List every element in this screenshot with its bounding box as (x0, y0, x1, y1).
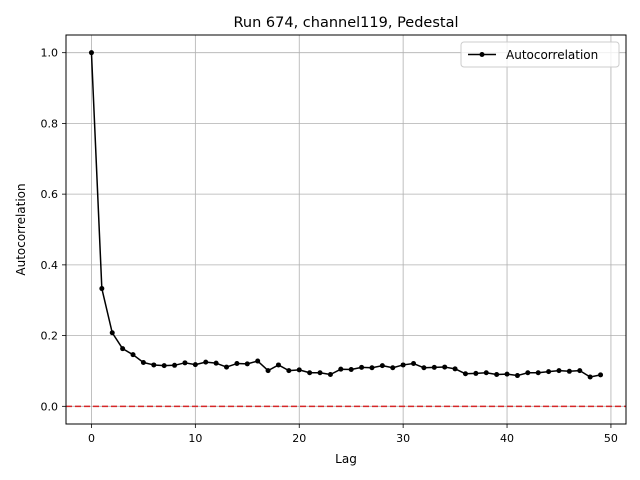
y-tick-label: 0.2 (41, 330, 59, 343)
data-point (307, 370, 313, 376)
data-point (577, 368, 583, 374)
data-point (234, 361, 240, 367)
data-point (203, 359, 209, 365)
data-point (514, 373, 520, 379)
data-point (442, 364, 448, 370)
data-point (140, 359, 146, 365)
data-point (296, 367, 302, 373)
data-point (462, 371, 468, 377)
data-point (317, 370, 323, 376)
data-point (566, 368, 572, 374)
x-axis-label: Lag (335, 452, 357, 466)
x-tick-label: 0 (88, 432, 95, 445)
y-tick-label: 1.0 (41, 47, 59, 60)
x-tick-label: 40 (500, 432, 514, 445)
data-point (525, 370, 531, 376)
data-point (213, 360, 219, 366)
data-point (379, 363, 385, 369)
y-tick-label: 0.6 (41, 188, 59, 201)
chart-title: Run 674, channel119, Pedestal (233, 15, 458, 31)
data-point (275, 362, 281, 368)
legend-marker-swatch (479, 52, 485, 57)
data-point (369, 365, 375, 371)
legend: Autocorrelation (460, 41, 620, 68)
data-point (421, 365, 427, 371)
x-tick-label: 10 (188, 432, 202, 445)
data-point (390, 365, 396, 371)
data-point (255, 358, 261, 364)
series-group (88, 50, 604, 380)
data-point (494, 371, 500, 377)
data-point (452, 366, 458, 372)
data-point (338, 366, 344, 372)
data-point (411, 361, 417, 367)
data-point (120, 346, 126, 352)
y-tick-label: 0.4 (41, 259, 59, 272)
y-tick-label: 0.8 (41, 117, 59, 130)
data-point (130, 352, 136, 358)
data-point (546, 369, 552, 375)
data-point (400, 362, 406, 368)
data-point (348, 367, 354, 373)
data-point (109, 330, 115, 336)
data-point (504, 371, 510, 377)
x-tick-label: 30 (396, 432, 410, 445)
legend-box (460, 41, 620, 68)
y-tick-label: 0.0 (41, 400, 59, 413)
y-axis-label: Autocorrelation (14, 183, 28, 275)
data-point (587, 374, 593, 380)
data-point (172, 362, 178, 368)
data-point (151, 362, 157, 368)
legend-entry-autocorrelation: Autocorrelation (506, 48, 598, 62)
x-tick-label: 50 (604, 432, 618, 445)
y-axis: 0.0 0.2 0.4 0.6 0.8 1.0 (41, 47, 66, 413)
data-point (473, 370, 479, 376)
data-point (182, 360, 188, 366)
data-point (483, 370, 489, 376)
data-point (327, 371, 333, 377)
plot-frame (65, 34, 627, 425)
x-tick-label: 20 (292, 432, 306, 445)
data-point (265, 368, 271, 374)
data-point (88, 50, 94, 56)
data-point (535, 370, 541, 376)
data-point (431, 364, 437, 370)
data-point (556, 368, 562, 374)
data-point (99, 286, 105, 292)
x-axis: 0 10 20 30 40 50 (88, 424, 618, 445)
data-point (192, 362, 198, 368)
data-point (161, 363, 167, 369)
data-point (359, 364, 365, 370)
data-point (286, 368, 292, 374)
data-point (244, 361, 250, 367)
data-point (598, 372, 604, 378)
data-point (224, 364, 230, 370)
